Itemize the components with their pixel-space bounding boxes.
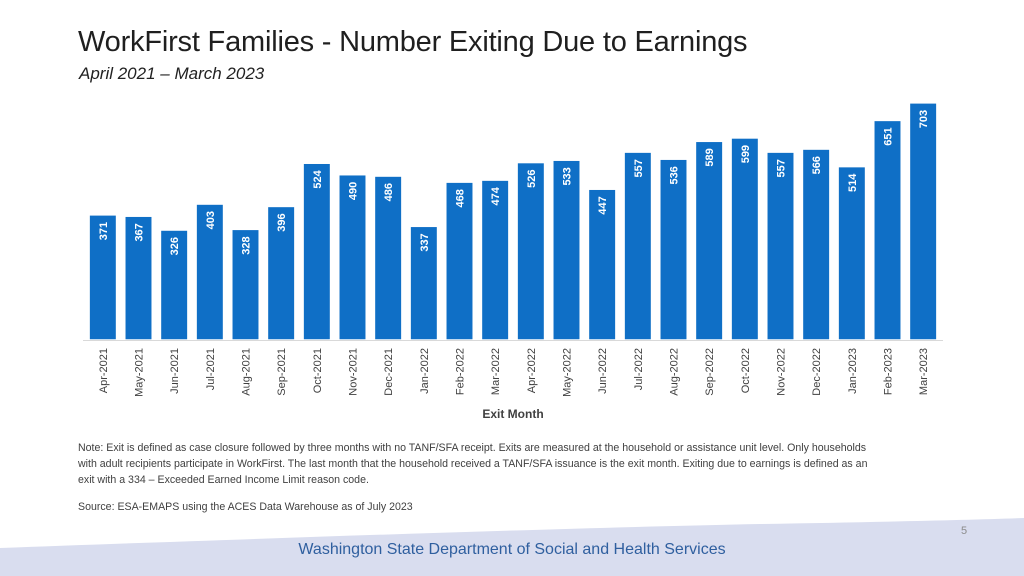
bar-value-label: 589 — [704, 148, 716, 166]
x-tick-label: Feb-2022 — [455, 348, 467, 395]
x-tick-label: Aug-2022 — [669, 348, 681, 396]
bar-jan-2023 — [837, 165, 867, 341]
bar-may-2022 — [552, 159, 581, 341]
x-tick-label: Dec-2022 — [811, 348, 823, 396]
bar-value-label: 703 — [918, 110, 930, 128]
x-tick-label: Mar-2023 — [918, 348, 930, 395]
x-tick-label: Jul-2022 — [633, 348, 645, 390]
bars-layer — [88, 102, 938, 341]
bar-jan-2022 — [409, 225, 439, 341]
bar-dec-2021 — [373, 175, 403, 341]
bar-mar-2023 — [908, 102, 938, 341]
bar-value-label: 367 — [134, 223, 146, 241]
x-tick-label: Sep-2021 — [276, 348, 288, 396]
bar-value-label: 328 — [241, 236, 253, 254]
bar-value-label: 371 — [98, 222, 110, 240]
bar-value-label: 599 — [740, 145, 752, 163]
x-tick-label: Jun-2022 — [597, 348, 609, 394]
bar-value-label: 566 — [811, 156, 823, 174]
organization-name: Washington State Department of Social an… — [298, 541, 726, 558]
x-tick-label: Jan-2023 — [847, 348, 859, 394]
bar-jul-2022 — [623, 151, 653, 341]
bar-value-label: 468 — [455, 189, 467, 207]
bar-nov-2022 — [766, 151, 795, 341]
bar-oct-2022 — [730, 137, 760, 341]
x-tick-labels-layer: Apr-2021 May-2021 Jun-2021 Jul-2021 Aug-2021… — [98, 348, 930, 397]
x-tick-label: Jul-2021 — [205, 348, 217, 390]
x-tick-label: Apr-2021 — [98, 348, 110, 393]
bar-value-label: 403 — [205, 211, 217, 229]
x-tick-label: Oct-2022 — [740, 348, 752, 393]
bar-feb-2023 — [873, 119, 902, 341]
bar-value-label: 326 — [169, 237, 181, 255]
bar-labels-layer: 371 367 326 403 328 396 524 490 486 337 468 474 526 5… — [98, 110, 930, 256]
x-tick-label: Nov-2021 — [348, 348, 360, 396]
x-axis-title: Exit Month — [482, 407, 543, 421]
bar-oct-2021 — [302, 162, 332, 341]
bar-nov-2021 — [338, 173, 367, 341]
page-subtitle: April 2021 – March 2023 — [79, 64, 265, 83]
page-number: 5 — [961, 525, 968, 537]
chart-note: Note: Exit is defined as case closure fo… — [78, 442, 868, 486]
bar-mar-2022 — [480, 179, 510, 341]
bar-value-label: 533 — [562, 167, 574, 185]
x-tick-label: Feb-2023 — [883, 348, 895, 395]
x-tick-label: Apr-2022 — [526, 348, 538, 393]
page-title: WorkFirst Families - Number Exiting Due … — [78, 26, 748, 58]
bar-value-label: 514 — [847, 173, 859, 192]
bar-value-label: 651 — [883, 127, 895, 145]
bar-apr-2021 — [88, 214, 118, 341]
bar-apr-2022 — [516, 161, 546, 341]
x-tick-label: Dec-2021 — [383, 348, 395, 396]
x-tick-label: Nov-2022 — [776, 348, 788, 396]
x-tick-label: Mar-2022 — [490, 348, 502, 395]
x-tick-label: Jun-2021 — [169, 348, 181, 394]
bar-sep-2022 — [694, 140, 724, 341]
bar-jun-2022 — [587, 188, 617, 341]
bar-value-label: 486 — [383, 183, 395, 201]
bar-may-2021 — [124, 215, 153, 341]
x-tick-label: Oct-2021 — [312, 348, 324, 393]
x-tick-label: Jan-2022 — [419, 348, 431, 394]
bar-value-label: 557 — [776, 159, 788, 177]
bar-value-label: 447 — [597, 196, 609, 214]
bar-value-label: 337 — [419, 233, 431, 251]
bar-value-label: 557 — [633, 159, 645, 177]
bar-value-label: 490 — [348, 182, 360, 200]
x-tick-label: Aug-2021 — [241, 348, 253, 396]
bar-value-label: 526 — [526, 170, 538, 188]
bar-value-label: 474 — [490, 186, 502, 205]
data-source: Source: ESA-EMAPS using the ACES Data Wa… — [78, 501, 413, 513]
bar-aug-2022 — [659, 158, 688, 341]
bar-value-label: 524 — [312, 169, 324, 188]
bar-value-label: 396 — [276, 213, 288, 231]
x-tick-label: May-2022 — [562, 348, 574, 397]
x-tick-label: May-2021 — [134, 348, 146, 397]
x-tick-label: Sep-2022 — [704, 348, 716, 396]
bar-dec-2022 — [801, 148, 831, 341]
bar-value-label: 536 — [669, 166, 681, 184]
